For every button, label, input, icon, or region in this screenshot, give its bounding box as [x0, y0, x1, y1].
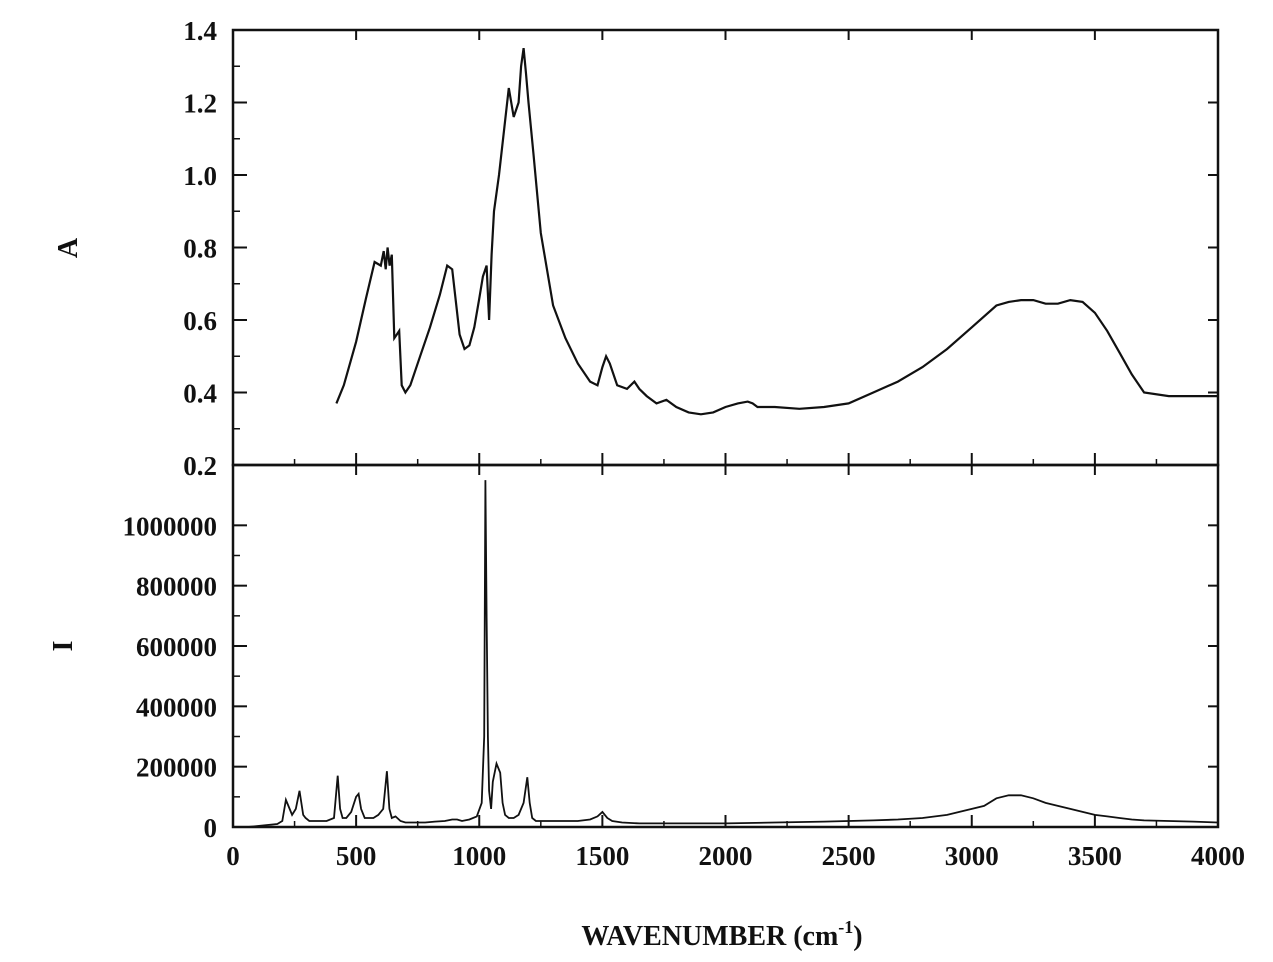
bottom-y-tick-label: 200000: [136, 753, 217, 783]
x-axis-title: WAVENUMBER (cm-1): [581, 917, 862, 952]
absorbance-series-line: [335, 47, 1218, 416]
bottom-panel-ticks: 0 200000 400000 600000 800000 1000000 0 500 1000…: [123, 465, 1245, 871]
x-tick-label: 1500: [575, 841, 629, 871]
x-tick-label: 3500: [1068, 841, 1122, 871]
x-axis-title-superscript: -1: [838, 917, 853, 937]
bottom-y-tick-label: 400000: [136, 692, 217, 722]
intensity-series-line: [247, 480, 1219, 828]
bottom-y-tick-label: 1000000: [123, 511, 218, 541]
bottom-y-tick-label: 800000: [136, 572, 217, 602]
top-y-tick-label: 0.4: [183, 379, 217, 409]
x-tick-label: 500: [336, 841, 377, 871]
top-y-axis-title: A: [53, 237, 84, 258]
x-tick-label: 2500: [822, 841, 876, 871]
top-y-tick-label: 1.2: [183, 89, 217, 119]
top-y-tick-label: 0.8: [183, 234, 217, 264]
x-tick-label: 3000: [945, 841, 999, 871]
x-tick-label: 1000: [452, 841, 506, 871]
x-tick-label: 0: [226, 841, 240, 871]
top-panel-frame: [231, 28, 1220, 467]
top-panel-ticks: 0.2 0.4 0.6 0.8 1.0 1.2 1.4: [183, 16, 1219, 481]
x-tick-label: 2000: [699, 841, 753, 871]
x-axis-title-suffix: ): [853, 921, 862, 952]
top-y-tick-label: 1.0: [183, 161, 217, 191]
x-tick-label: 4000: [1191, 841, 1245, 871]
top-y-tick-label: 1.4: [183, 16, 217, 46]
bottom-panel-frame: [231, 463, 1220, 829]
bottom-y-axis-title: I: [48, 641, 79, 652]
bottom-y-tick-label: 600000: [136, 632, 217, 662]
x-axis-title-main: WAVENUMBER (cm: [581, 921, 838, 952]
bottom-y-tick-label: 0: [204, 813, 218, 843]
top-y-tick-label: 0.6: [183, 306, 217, 336]
top-y-tick-label: 0.2: [183, 451, 217, 481]
